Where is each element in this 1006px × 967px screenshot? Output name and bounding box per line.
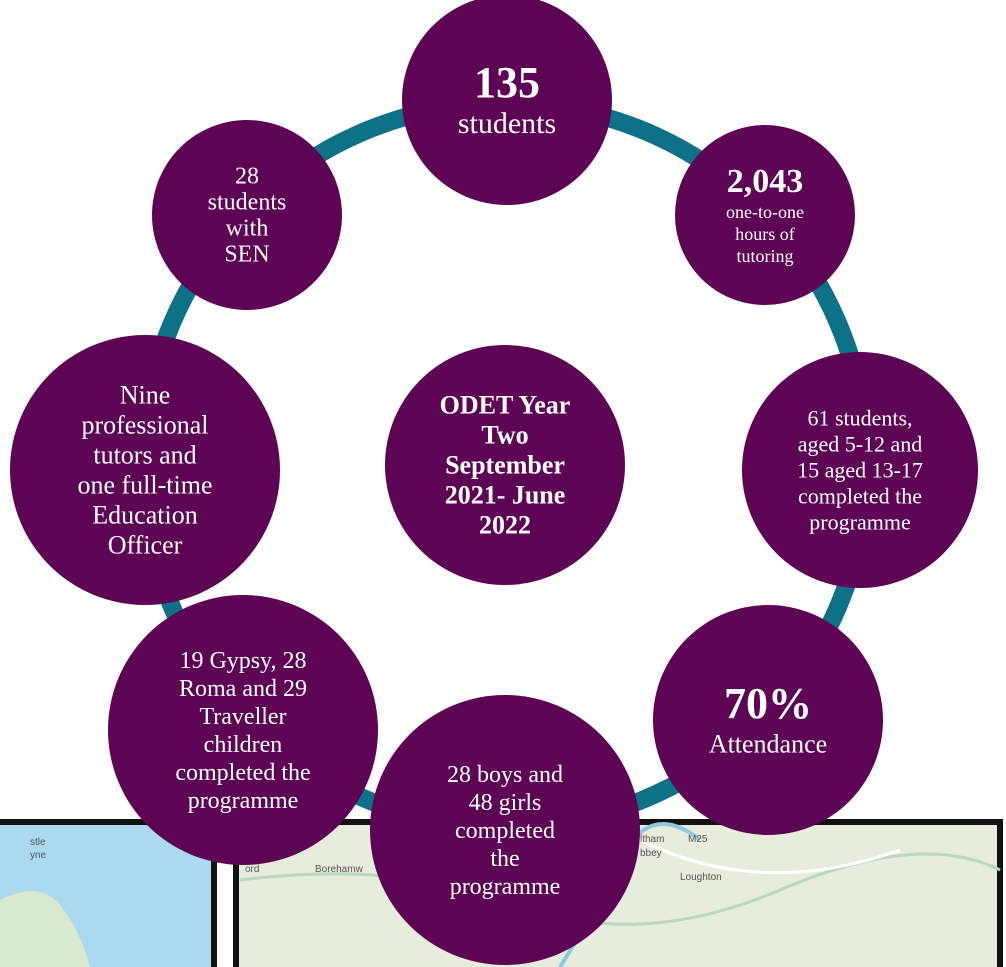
stat-number: 135 — [474, 58, 540, 107]
stat-text: aged 5-12 and — [798, 431, 923, 456]
stat-text: 15 aged 13-17 — [797, 457, 923, 482]
circle — [742, 352, 978, 588]
stat-number: 70% — [724, 679, 812, 728]
stat-text: Attendance — [709, 730, 827, 759]
stat-text: Nine — [120, 380, 171, 409]
map-label: ord — [245, 864, 259, 875]
circle — [108, 595, 378, 865]
stat-text: Two — [481, 420, 528, 449]
stat-text: completed the — [798, 483, 922, 508]
stat-text: hours of — [735, 224, 795, 244]
stat-text: students — [458, 107, 556, 140]
circle — [370, 695, 640, 965]
map-label: M25 — [688, 834, 708, 845]
stat-text: one-to-one — [726, 202, 804, 222]
stat-number: 2,043 — [727, 163, 804, 200]
map-labels: stle yne ord Borehamw Loughton ltham M25 bbey — [30, 834, 722, 883]
map-label: stle — [30, 837, 46, 848]
stat-text: programme — [188, 788, 299, 814]
stat-text: tutors and — [93, 440, 196, 469]
circle — [653, 605, 883, 835]
map-label: Loughton — [680, 872, 722, 883]
road — [639, 838, 901, 875]
stat-text: completed — [455, 818, 555, 844]
stat-text: the — [490, 846, 519, 872]
circle — [152, 120, 342, 310]
stat-text: children — [204, 732, 283, 758]
stat-text: with — [226, 215, 269, 241]
stat-text: Roma and 29 — [179, 676, 307, 702]
map-label: Borehamw — [315, 864, 364, 875]
stat-text: ODET Year — [440, 390, 571, 419]
stat-text: Traveller — [199, 704, 286, 730]
stat-text: Officer — [108, 530, 183, 559]
stat-text: 19 Gypsy, 28 — [179, 648, 306, 674]
stat-text: programme — [809, 509, 910, 534]
circle — [10, 335, 280, 605]
circle — [675, 125, 855, 305]
stat-text: programme — [450, 874, 561, 900]
stat-text: Education — [92, 500, 197, 529]
stat-text: 28 boys and — [447, 762, 563, 788]
stat-text: professional — [81, 410, 208, 439]
stat-text: 2022 — [479, 510, 531, 539]
land — [0, 891, 90, 967]
stat-text: 61 students, — [807, 405, 912, 430]
stat-text: 28 — [235, 163, 259, 189]
map-label: yne — [30, 850, 47, 861]
stat-text: 2021- June — [445, 480, 566, 509]
stat-text: completed the — [175, 760, 310, 786]
circle — [402, 0, 612, 205]
map-label: ltham — [640, 834, 664, 845]
stat-text: September — [445, 450, 565, 479]
stat-text: 48 girls — [469, 790, 542, 816]
circle — [385, 345, 625, 585]
stat-text: SEN — [224, 241, 269, 267]
map-label: bbey — [640, 848, 662, 859]
stat-text: one full-time — [77, 470, 212, 499]
stat-text: students — [208, 189, 287, 215]
stat-text: tutoring — [737, 246, 794, 266]
